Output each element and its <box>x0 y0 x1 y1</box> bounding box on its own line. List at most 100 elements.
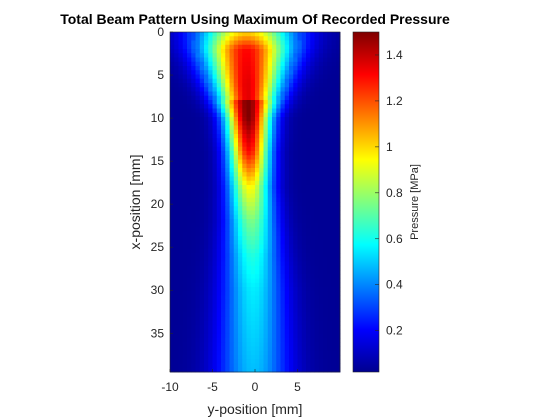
heatmap-cell <box>170 138 175 143</box>
heatmap-cell <box>238 223 243 228</box>
heatmap-cell <box>255 100 260 105</box>
heatmap-cell <box>280 185 286 190</box>
heatmap-cell <box>259 253 264 258</box>
heatmap-cell <box>259 338 264 343</box>
heatmap-cell <box>242 61 247 67</box>
heatmap-cell <box>272 40 277 46</box>
heatmap-cell <box>306 236 311 241</box>
heatmap-cell <box>246 189 252 194</box>
heatmap-cell <box>272 304 277 309</box>
heatmap-cell <box>178 308 184 313</box>
heatmap-cell <box>199 308 205 313</box>
heatmap-cell <box>229 346 235 352</box>
heatmap-cell <box>310 95 315 101</box>
heatmap-cell <box>310 87 315 92</box>
heatmap-cell <box>255 57 260 63</box>
heatmap-cell <box>284 265 290 271</box>
heatmap-cell <box>323 350 328 356</box>
heatmap-cell <box>221 265 226 271</box>
heatmap-cell <box>276 74 281 80</box>
heatmap-cell <box>259 261 264 267</box>
heatmap-cell <box>293 308 298 313</box>
heatmap-cell <box>280 274 286 279</box>
heatmap-cell <box>221 363 226 369</box>
heatmap-cell <box>174 321 179 326</box>
heatmap-cell <box>255 210 260 216</box>
heatmap-cell <box>182 278 188 284</box>
heatmap-cell <box>297 176 303 182</box>
heatmap-cell <box>178 355 184 360</box>
heatmap-cell <box>221 36 226 41</box>
heatmap-cell <box>225 295 230 301</box>
heatmap-cell <box>221 355 226 360</box>
heatmap-cell <box>267 329 273 335</box>
heatmap-cell <box>276 125 281 131</box>
heatmap-cell <box>318 291 324 296</box>
heatmap-cell <box>238 346 243 352</box>
heatmap-cell <box>191 282 196 288</box>
heatmap-cell <box>323 112 328 118</box>
heatmap-cell <box>276 223 281 228</box>
heatmap-cell <box>191 274 196 279</box>
heatmap-cell <box>204 219 209 224</box>
heatmap-cell <box>208 83 213 88</box>
heatmap-cell <box>289 180 294 186</box>
heatmap-cell <box>242 240 247 245</box>
heatmap-cell <box>335 151 341 156</box>
heatmap-cell <box>310 134 315 139</box>
heatmap-cell <box>272 104 277 109</box>
heatmap-cell <box>314 91 320 97</box>
heatmap-cell <box>280 223 286 228</box>
heatmap-cell <box>255 342 260 347</box>
heatmap-cell <box>272 274 277 279</box>
heatmap-cell <box>170 363 175 369</box>
heatmap-cell <box>306 367 311 373</box>
heatmap-cell <box>327 61 332 67</box>
heatmap-cell <box>259 274 264 279</box>
heatmap-cell <box>238 168 243 173</box>
heatmap-cell <box>178 40 184 46</box>
heatmap-cell <box>178 265 184 271</box>
heatmap-cell <box>267 138 273 143</box>
heatmap-cell <box>331 236 337 241</box>
heatmap-cell <box>310 44 315 50</box>
heatmap-cell <box>195 32 201 37</box>
heatmap-cell <box>216 151 222 156</box>
heatmap-cell <box>314 40 320 46</box>
heatmap-cell <box>187 325 192 330</box>
heatmap-cell <box>284 359 290 364</box>
heatmap-cell <box>314 146 320 152</box>
heatmap-cell <box>225 248 230 254</box>
heatmap-cell <box>225 134 230 139</box>
heatmap-cell <box>284 138 290 143</box>
heatmap-cell <box>182 125 188 131</box>
heatmap-cell <box>178 163 184 169</box>
heatmap-cell <box>187 36 192 41</box>
heatmap-cell <box>297 240 303 245</box>
heatmap-cell <box>221 321 226 326</box>
heatmap-cell <box>318 223 324 228</box>
heatmap-cell <box>289 155 294 160</box>
heatmap-cell <box>233 104 239 109</box>
heatmap-cell <box>280 312 286 318</box>
heatmap-cell <box>170 180 175 186</box>
heatmap-cell <box>276 95 281 101</box>
heatmap-cell <box>212 117 218 122</box>
heatmap-cell <box>301 142 307 148</box>
heatmap-cell <box>293 240 298 245</box>
heatmap-cell <box>216 112 222 118</box>
heatmap-cell <box>221 214 226 220</box>
heatmap-cell <box>250 172 256 177</box>
heatmap-cell <box>318 202 324 207</box>
heatmap-cell <box>276 295 281 301</box>
heatmap-cell <box>182 95 188 101</box>
heatmap-cell <box>208 295 213 301</box>
heatmap-cell <box>318 159 324 165</box>
heatmap-cell <box>246 265 252 271</box>
heatmap-cell <box>170 53 175 58</box>
heatmap-cell <box>289 342 294 347</box>
heatmap-cell <box>280 138 286 143</box>
heatmap-cell <box>293 202 298 207</box>
heatmap-cell <box>182 91 188 97</box>
heatmap-cell <box>178 244 184 250</box>
